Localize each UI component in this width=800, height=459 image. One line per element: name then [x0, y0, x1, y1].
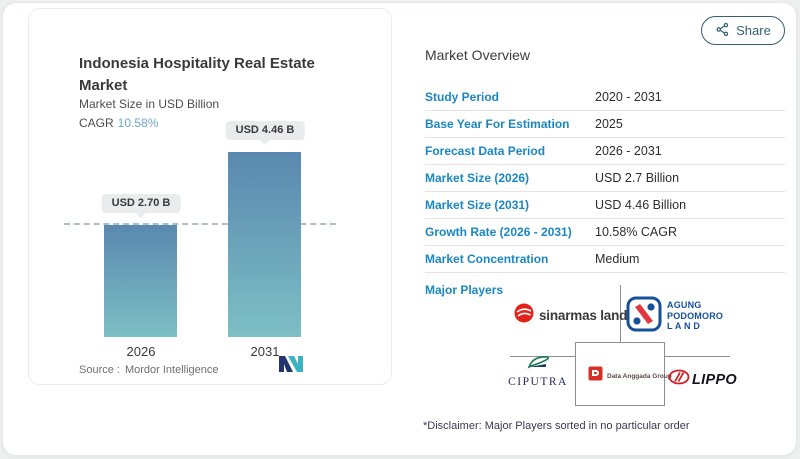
row-label: Growth Rate (2026 - 2031) [425, 225, 572, 239]
table-row: Market Concentration Medium [425, 246, 785, 273]
table-row: Market Size (2026) USD 2.7 Billion [425, 165, 785, 192]
reference-dashed-line [64, 223, 336, 225]
ciputra-logo-icon [523, 354, 553, 375]
players-disclaimer: *Disclaimer: Major Players sorted in no … [423, 420, 690, 432]
players-divider-horizontal-right [665, 356, 730, 357]
overview-table: Study Period 2020 - 2031 Base Year For E… [425, 84, 785, 273]
table-row: Market Size (2031) USD 4.46 Billion [425, 192, 785, 219]
row-value: 2026 - 2031 [595, 144, 662, 158]
x-axis-label-2031: 2031 [250, 344, 280, 359]
row-value: USD 4.46 Billion [595, 198, 687, 212]
x-axis-label-2026: 2026 [126, 344, 156, 359]
row-label: Base Year For Estimation [425, 117, 570, 131]
mordor-intelligence-logo-icon [278, 355, 304, 378]
chart-cagr: CAGR 10.58% [79, 116, 158, 130]
player-agung-podomoro-land: AGUNG PODOMORO L A N D [626, 296, 723, 337]
chart-card: Indonesia Hospitality Real Estate Market… [28, 8, 392, 385]
player-name: AGUNG PODOMORO L A N D [667, 300, 724, 332]
cagr-label: CAGR [79, 116, 114, 130]
chart-source: Source : Mordor Intelligence [79, 364, 219, 376]
row-label: Study Period [425, 90, 500, 104]
players-divider-vertical [620, 285, 621, 342]
share-label: Share [736, 23, 771, 38]
source-label: Source : [79, 364, 120, 376]
cagr-value: 10.58% [117, 116, 159, 130]
table-row: Growth Rate (2026 - 2031) 10.58% CAGR [425, 219, 785, 246]
major-players-label: Major Players [425, 283, 504, 297]
row-label: Market Concentration [425, 252, 549, 266]
overview-title: Market Overview [425, 47, 531, 63]
bar-2031 [228, 152, 301, 337]
player-name: sinarmas land [539, 308, 628, 323]
row-value: 10.58% CAGR [595, 225, 677, 239]
table-row: Study Period 2020 - 2031 [425, 84, 785, 111]
lippo-logo-icon [668, 369, 690, 390]
player-data-anggada-group: Data Anggada Group [588, 366, 672, 386]
agung-podomoro-land-logo-icon [626, 296, 662, 337]
row-value: Medium [595, 252, 640, 266]
table-row: Forecast Data Period 2026 - 2031 [425, 138, 785, 165]
player-lippo: LIPPO [668, 369, 737, 390]
player-sinarmas-land: sinarmas land [514, 303, 627, 328]
bar-2026 [104, 225, 177, 337]
player-name: Data Anggada Group [607, 372, 672, 380]
chart-subtitle: Market Size in USD Billion [79, 97, 220, 111]
player-name: CIPUTRA [508, 376, 568, 388]
row-value: 2025 [595, 117, 623, 131]
player-name: LIPPO [692, 371, 738, 388]
sinarmas-land-logo-icon [514, 303, 534, 328]
row-label: Market Size (2026) [425, 171, 530, 185]
bar-value-label-2031: USD 4.46 B [225, 121, 305, 145]
bar-value-label-2026: USD 2.70 B [101, 194, 181, 218]
share-button[interactable]: Share [701, 16, 785, 45]
row-value: 2020 - 2031 [595, 90, 662, 104]
source-value: Mordor Intelligence [124, 364, 219, 376]
row-value: USD 2.7 Billion [595, 171, 680, 185]
row-label: Forecast Data Period [425, 144, 546, 158]
table-row: Base Year For Estimation 2025 [425, 111, 785, 138]
data-anggada-group-logo-icon [588, 366, 603, 386]
player-ciputra: CIPUTRA [506, 354, 570, 388]
share-nodes-icon [715, 22, 730, 40]
row-label: Market Size (2031) [425, 198, 530, 212]
chart-title: Indonesia Hospitality Real Estate Market [79, 55, 315, 94]
